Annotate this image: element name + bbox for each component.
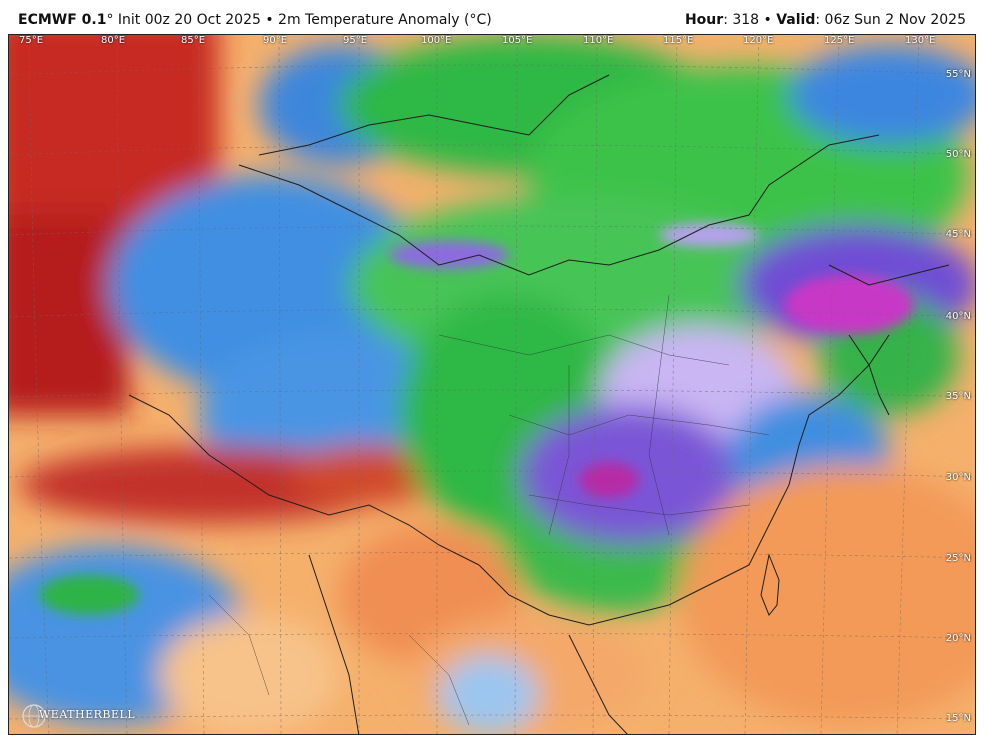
lat-label-45: 45°N (945, 229, 971, 240)
lat-label-25: 25°N (945, 553, 971, 564)
weatherbell-logo: WEATHERBELL (19, 702, 135, 730)
title-subtitle: Init 00z 20 Oct 2025 • 2m Temperature An… (113, 12, 492, 28)
lon-label-90: 90°E (263, 35, 288, 46)
model-name: ECMWF 0.1 (18, 12, 107, 28)
lon-label-80: 80°E (101, 35, 126, 46)
logo-text: WEATHERBELL (39, 708, 136, 721)
hour-value: : 318 • (723, 12, 777, 28)
hour-label: Hour (684, 12, 724, 28)
lat-label-15: 15°N (945, 713, 971, 724)
lat-label-20: 20°N (945, 633, 971, 644)
lon-label-120: 120°E (743, 35, 774, 46)
lat-label-35: 35°N (945, 391, 971, 402)
lon-label-110: 110°E (583, 35, 614, 46)
lat-label-30: 30°N (945, 472, 971, 483)
map-title: ECMWF 0.1° Init 00z 20 Oct 2025 • 2m Tem… (18, 12, 492, 28)
valid-label: Valid (776, 12, 816, 28)
map-canvas (9, 35, 975, 734)
globe-icon (22, 704, 46, 728)
temperature-anomaly-map[interactable]: 75°E 80°E 85°E 90°E 95°E 100°E 105°E 110… (8, 34, 976, 735)
lat-label-40: 40°N (945, 311, 971, 322)
valid-value: : 06z Sun 2 Nov 2025 (815, 12, 966, 28)
lon-label-105: 105°E (502, 35, 533, 46)
lat-label-55: 55°N (945, 69, 971, 80)
lon-label-125: 125°E (824, 35, 855, 46)
lat-label-50: 50°N (945, 149, 971, 160)
lon-label-85: 85°E (181, 35, 206, 46)
lon-label-115: 115°E (663, 35, 694, 46)
header-bar: ECMWF 0.1° Init 00z 20 Oct 2025 • 2m Tem… (0, 0, 984, 34)
degree-symbol: ° (106, 12, 114, 28)
lon-label-130: 130°E (905, 35, 936, 46)
lon-label-100: 100°E (421, 35, 452, 46)
forecast-time: Hour: 318 • Valid: 06z Sun 2 Nov 2025 (685, 12, 966, 28)
lon-label-75: 75°E (19, 35, 44, 46)
lon-label-95: 95°E (343, 35, 368, 46)
